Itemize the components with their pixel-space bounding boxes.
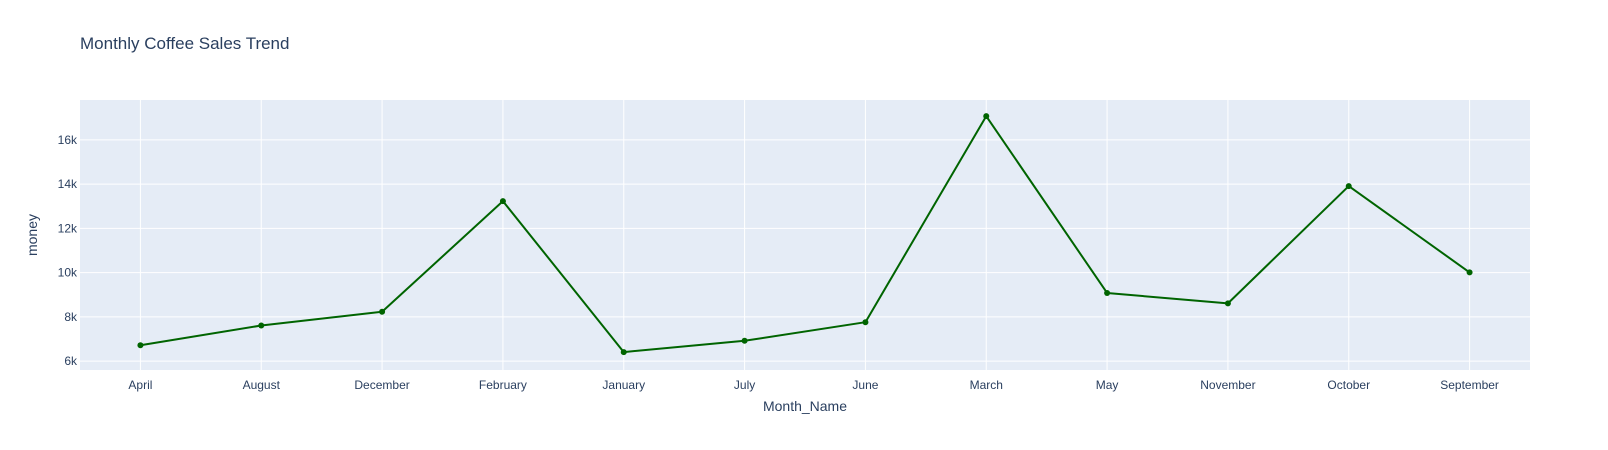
- data-point: [1104, 289, 1111, 296]
- y-tick-label: 6k: [64, 354, 78, 368]
- y-tick-label: 16k: [58, 133, 78, 147]
- y-tick-label: 10k: [58, 266, 78, 280]
- x-tick-label: October: [1327, 378, 1370, 392]
- data-point: [1466, 269, 1473, 276]
- chart-title: Monthly Coffee Sales Trend: [80, 34, 289, 53]
- data-point: [137, 342, 144, 349]
- data-point: [620, 349, 627, 356]
- series-line-path: [140, 115, 1471, 354]
- x-tick-label: December: [354, 378, 409, 392]
- x-tick-label: August: [243, 378, 281, 392]
- x-tick-label: January: [602, 378, 645, 392]
- y-axis-ticks: 6k 8k 10k 12k 14k 16k: [58, 133, 78, 368]
- plot-area: [80, 100, 1530, 370]
- y-tick-label: 8k: [64, 310, 78, 324]
- data-point: [1224, 300, 1231, 307]
- data-point: [983, 113, 990, 120]
- data-point: [499, 198, 506, 205]
- data-point: [862, 319, 869, 326]
- x-tick-label: February: [479, 378, 527, 392]
- x-tick-label: March: [970, 378, 1003, 392]
- data-point: [258, 322, 265, 329]
- x-tick-label: June: [852, 378, 878, 392]
- data-point: [379, 308, 386, 315]
- grid-lines: [80, 100, 1530, 370]
- x-tick-label: July: [734, 378, 755, 392]
- data-points: [137, 113, 1473, 356]
- x-axis-ticks: April August December February January July Ju…: [128, 378, 1499, 392]
- x-tick-label: April: [128, 378, 152, 392]
- x-axis-title: Month_Name: [763, 398, 847, 414]
- x-tick-label: May: [1096, 378, 1119, 392]
- data-point: [741, 337, 748, 344]
- x-tick-label: November: [1200, 378, 1255, 392]
- y-tick-label: 12k: [58, 221, 78, 235]
- x-tick-label: September: [1440, 378, 1499, 392]
- y-axis-title: money: [24, 214, 40, 256]
- data-point: [1345, 183, 1352, 190]
- series-line: [140, 115, 1471, 354]
- y-tick-label: 14k: [58, 177, 78, 191]
